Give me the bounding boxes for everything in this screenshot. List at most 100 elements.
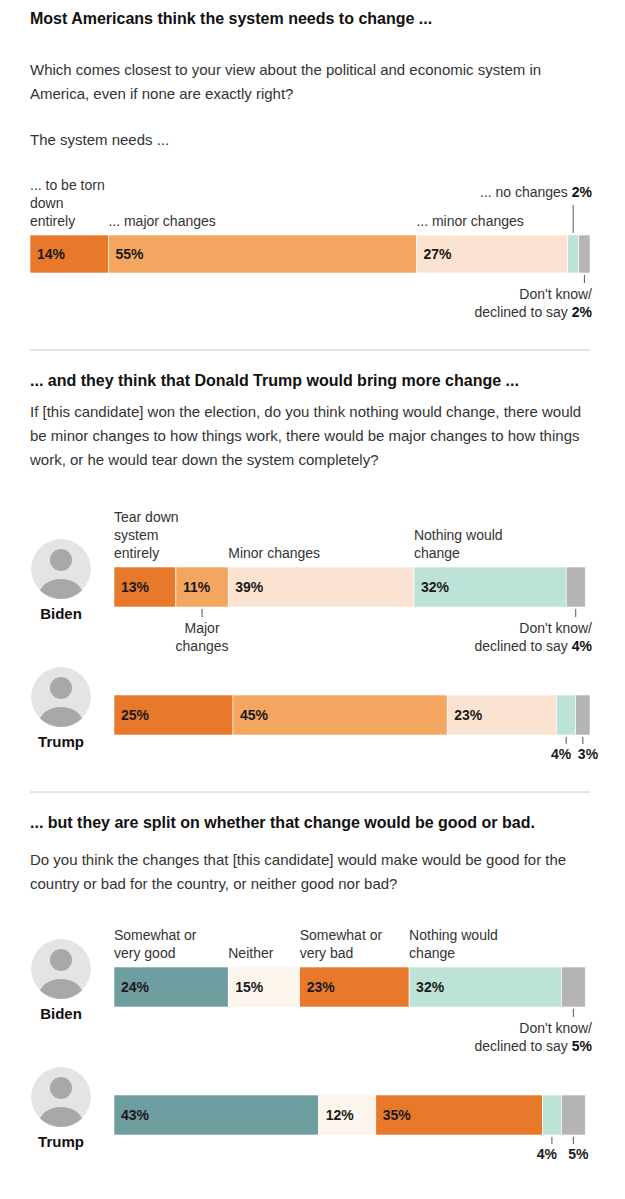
bar-segment [228,967,299,1007]
bar-segment [566,567,585,607]
portrait-shoulders [39,579,83,611]
label-group: Biden24%15%23%32%Trump43%12%35%4%5% [38,979,589,1162]
bar-segment [542,1095,561,1135]
label-group: Biden13%11%39%32%Trump25%45%23%4%3% [38,579,599,762]
series-annotation: Nothing would change [409,926,501,962]
bar-segment [114,567,176,607]
series-annotation: Don't know/ declined to say 4% [467,619,592,655]
portrait [31,539,91,611]
chart-subtitle: Which comes closest to your view about t… [30,58,590,106]
portrait-head [50,549,72,571]
data-label: 32% [421,579,450,595]
bar-segment [376,1095,543,1135]
series-name: ... no changes [480,184,568,200]
series-annotation: Tear down system entirely [114,508,186,562]
bar-segment [579,235,590,273]
series-annotation: Neither [228,944,296,962]
data-label: 5% [568,1146,589,1162]
label-group: 14% 55% 27% [37,205,584,283]
series-annotation: Nothing would change [414,526,506,562]
series-name: ... to be torn down entirely [30,177,105,229]
bar-segment [108,235,416,273]
chart-annotation: The system needs ... [30,130,169,150]
divider [30,350,590,351]
data-label: 11% [183,579,211,595]
data-label: 5% [572,1038,592,1054]
data-label: 14% [37,246,66,262]
bar-segment [576,695,590,735]
data-label: 23% [454,707,483,723]
bar-segment [300,967,409,1007]
leader-line [584,275,585,283]
portrait-head [50,1077,72,1099]
leader-line [573,1009,574,1017]
series-name: Somewhat or very good [114,927,196,961]
chart-title: ... and they think that Donald Trump wou… [30,370,610,391]
chart-subtitle: Do you think the changes that [this cand… [30,848,590,896]
series-name: Neither [228,945,273,961]
portrait-shoulders [39,979,83,1011]
leader-line [573,205,574,233]
portrait [31,939,91,1011]
data-label: 24% [121,979,150,995]
portrait [31,1067,91,1139]
data-label: 2% [572,184,592,200]
leader-line [575,609,576,617]
portrait-head [50,677,72,699]
chart-title: Most Americans think the system needs to… [30,8,610,29]
series-name: Somewhat or very bad [300,927,382,961]
data-label: 4% [551,746,572,762]
bar-segment [416,235,567,273]
bar-segment [561,1095,585,1135]
series-annotation: Major changes [167,619,237,655]
series-name: Tear down system entirely [114,509,179,561]
data-label: 45% [240,707,269,723]
series-annotation: Don't know/ declined to say 5% [467,1019,592,1055]
bar-segment [561,967,585,1007]
portrait [31,667,91,739]
portrait-shoulders [39,1107,83,1139]
leader-line [566,737,567,744]
bar-segment [114,695,233,735]
bar-segment [233,695,447,735]
series-annotation: Somewhat or very bad [300,926,400,962]
bar-segment [414,567,566,607]
bar-segment [228,567,414,607]
data-label: 55% [115,246,144,262]
chart-title: ... but they are split on whether that c… [30,812,610,833]
bar-segment [557,695,576,735]
bar-segment [114,967,228,1007]
data-label: 3% [578,746,599,762]
bar-segment [319,1095,376,1135]
category-label: Biden [40,605,82,622]
series-name: Nothing would change [414,527,503,561]
bar-segment [447,695,556,735]
data-label: 23% [307,979,336,995]
series-name: ... minor changes [416,213,523,229]
data-label: 2% [572,304,592,320]
data-label: 32% [416,979,445,995]
bar-segment [409,967,561,1007]
bar-segment [176,567,228,607]
leader-line [202,609,203,617]
data-label: 27% [423,246,452,262]
data-label: 43% [121,1107,150,1123]
portrait-head [50,949,72,971]
leader-line [582,737,583,744]
bar-segment [30,235,108,273]
category-label: Trump [38,733,84,750]
leader-line [573,1137,574,1144]
series-annotation: Minor changes [228,544,398,562]
series-name: Nothing would change [409,927,498,961]
bar-segment [114,1095,319,1135]
bar-segment [568,235,579,273]
data-label: 35% [383,1107,412,1123]
data-label: 13% [121,579,150,595]
leader-line [551,1137,552,1144]
category-label: Trump [38,1133,84,1150]
category-label: Biden [40,1005,82,1022]
series-annotation: ... major changes [108,212,408,230]
series-annotation: Don't know/ declined to say 2% [467,285,592,321]
data-label: 4% [537,1146,558,1162]
series-name: ... major changes [108,213,215,229]
